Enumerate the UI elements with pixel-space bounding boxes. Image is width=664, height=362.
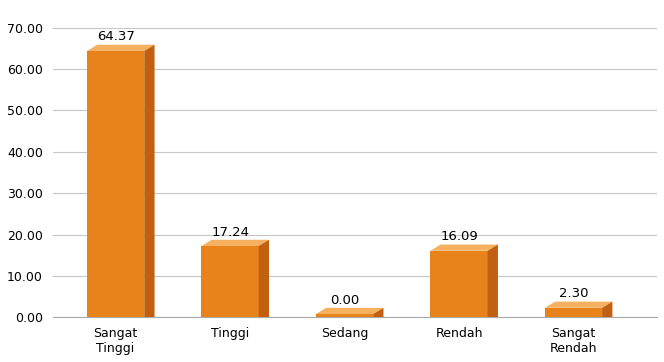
Polygon shape	[144, 45, 155, 317]
Bar	[87, 51, 144, 317]
Text: 17.24: 17.24	[211, 226, 249, 239]
Bar	[430, 251, 487, 317]
Polygon shape	[373, 308, 384, 317]
Polygon shape	[487, 245, 498, 317]
Polygon shape	[545, 302, 612, 308]
Polygon shape	[259, 240, 269, 317]
Bar	[545, 308, 602, 317]
Bar	[316, 314, 373, 317]
Text: 16.09: 16.09	[440, 230, 478, 243]
Polygon shape	[316, 308, 384, 314]
Text: 64.37: 64.37	[97, 30, 135, 43]
Polygon shape	[602, 302, 612, 317]
Polygon shape	[430, 245, 498, 251]
Polygon shape	[201, 240, 269, 246]
Polygon shape	[87, 45, 155, 51]
Text: 0.00: 0.00	[330, 294, 359, 307]
Bar	[201, 246, 259, 317]
Text: 2.30: 2.30	[558, 287, 588, 300]
